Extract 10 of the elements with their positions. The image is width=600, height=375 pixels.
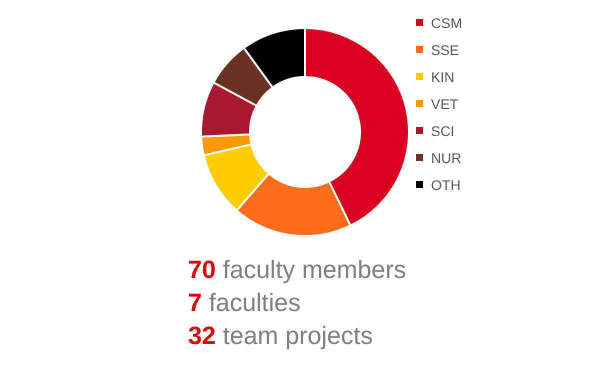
legend-label: SSE (431, 42, 460, 58)
legend-label: KIN (431, 68, 454, 84)
text: 70 faculty members (188, 255, 406, 286)
text: 7 faculties (188, 288, 302, 319)
text: 32 team projects (188, 321, 374, 352)
legend-label: NUR (431, 150, 462, 166)
legend-label: OTH (431, 176, 461, 192)
legend-label: VET (431, 96, 458, 112)
legend-label: CSM (431, 14, 462, 30)
legend-label: SCI (431, 122, 454, 138)
